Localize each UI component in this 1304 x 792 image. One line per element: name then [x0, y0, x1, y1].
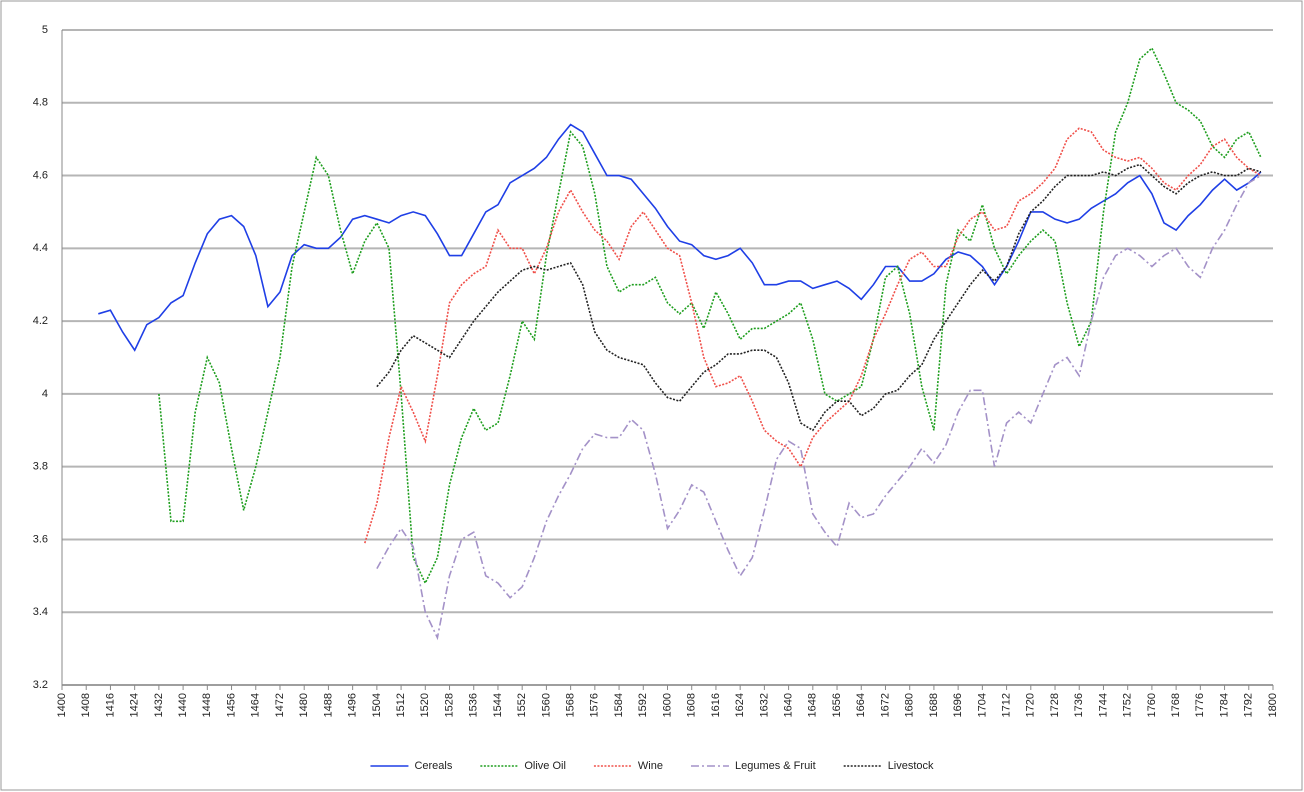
x-tick-label: 1728	[1049, 693, 1061, 717]
x-tick-label: 1504	[371, 693, 383, 717]
series-line	[158, 46, 1262, 585]
x-tick-label: 1456	[225, 693, 237, 717]
x-tick-label: 1584	[613, 693, 625, 717]
x-tick-label: 1576	[589, 693, 601, 717]
x-tick-label: 1760	[1146, 693, 1158, 717]
x-tick-label: 1400	[56, 693, 68, 717]
y-tick-label: 4.2	[33, 315, 48, 327]
x-tick-label: 1408	[80, 693, 92, 717]
series-line	[364, 127, 1262, 544]
x-tick-label: 1608	[686, 693, 698, 717]
x-tick-label: 1656	[831, 693, 843, 717]
x-tick-label: 1448	[201, 693, 213, 717]
x-tick-label: 1680	[904, 693, 916, 717]
x-tick-label: 1592	[637, 693, 649, 717]
x-tick-label: 1672	[879, 693, 891, 717]
y-tick-label: 3.2	[33, 679, 48, 691]
y-tick-label: 4.6	[33, 169, 48, 181]
x-tick-label: 1520	[419, 693, 431, 717]
x-tick-label: 1800	[1267, 693, 1279, 717]
legend-label: Legumes & Fruit	[735, 760, 816, 772]
x-tick-label: 1776	[1194, 693, 1206, 717]
legend-label: Cereals	[414, 760, 452, 772]
x-tick-label: 1432	[153, 693, 165, 717]
legend-label: Wine	[638, 760, 663, 772]
x-tick-label: 1624	[734, 693, 746, 717]
x-tick-label: 1688	[928, 693, 940, 717]
y-tick-label: 4.4	[33, 242, 48, 254]
x-tick-label: 1632	[758, 693, 770, 717]
legend-label: Livestock	[888, 760, 934, 772]
x-tick-label: 1416	[104, 693, 116, 717]
x-tick-label: 1568	[565, 693, 577, 717]
x-tick-label: 1792	[1243, 693, 1255, 717]
x-tick-label: 1472	[274, 693, 286, 717]
x-tick-label: 1464	[250, 693, 262, 717]
x-tick-label: 1600	[661, 693, 673, 717]
x-tick-label: 1488	[322, 693, 334, 717]
y-tick-label: 4	[42, 388, 48, 400]
legend: Cereals Olive Oil Wine Legumes & Fruit Lives…	[370, 760, 934, 772]
series-line	[98, 123, 1262, 352]
series-line	[376, 163, 1262, 432]
x-tick-label: 1528	[443, 693, 455, 717]
x-tick-label: 1616	[710, 693, 722, 717]
x-tick-label: 1752	[1122, 693, 1134, 717]
x-tick-label: 1536	[468, 693, 480, 717]
x-tick-label: 1704	[976, 693, 988, 717]
y-tick-label: 3.6	[33, 533, 48, 545]
x-tick-label: 1544	[492, 693, 504, 717]
series-line	[376, 174, 1262, 641]
x-tick-label: 1480	[298, 693, 310, 717]
y-tick-label: 3.4	[33, 606, 48, 618]
y-tick-label: 4.8	[33, 97, 48, 109]
x-tick-label: 1560	[540, 693, 552, 717]
x-tick-label: 1496	[347, 693, 359, 717]
x-tick-label: 1424	[129, 693, 141, 717]
x-tick-label: 1696	[952, 693, 964, 717]
x-tick-label: 1712	[1000, 693, 1012, 717]
y-tick-label: 5	[42, 24, 48, 36]
x-tick-label: 1744	[1097, 693, 1109, 717]
y-tick-label: 3.8	[33, 461, 48, 473]
x-tick-label: 1512	[395, 693, 407, 717]
x-tick-label: 1784	[1218, 693, 1230, 717]
x-tick-label: 1440	[177, 693, 189, 717]
x-tick-label: 1736	[1073, 693, 1085, 717]
x-tick-label: 1640	[783, 693, 795, 717]
x-tick-label: 1552	[516, 693, 528, 717]
x-tick-label: 1664	[855, 693, 867, 717]
x-tick-label: 1768	[1170, 693, 1182, 717]
x-tick-label: 1648	[807, 693, 819, 717]
x-tick-label: 1720	[1025, 693, 1037, 717]
legend-label: Olive Oil	[524, 760, 566, 772]
